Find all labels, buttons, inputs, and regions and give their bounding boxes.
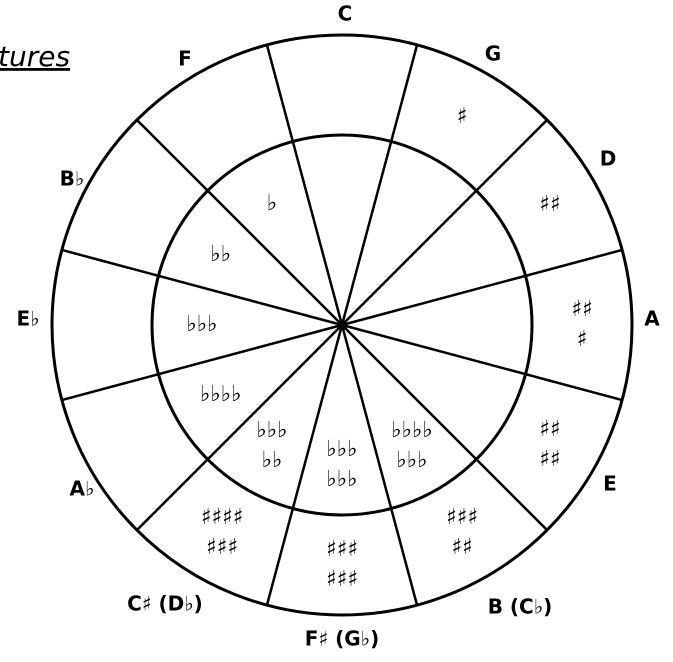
- divider: [341, 119, 548, 326]
- inner-accidentals: ♭♭♭: [186, 312, 217, 337]
- key-label: C♯ (D♭): [127, 592, 203, 616]
- outer-accidentals: ♯♯♯: [446, 505, 478, 530]
- center-dot: [337, 320, 347, 330]
- outer-accidentals: ♯♯♯: [326, 567, 358, 592]
- key-label: E: [603, 472, 617, 496]
- divider: [340, 324, 419, 606]
- key-label: G: [485, 42, 501, 66]
- outer-accidentals: ♯: [577, 327, 588, 352]
- outer-accidentals: ♯♯: [539, 192, 560, 217]
- outer-accidentals: ♯♯: [539, 417, 560, 442]
- inner-circle: [150, 133, 534, 517]
- inner-accidentals: ♭♭♭: [396, 448, 427, 473]
- inner-accidentals: ♭♭♭: [256, 418, 287, 443]
- inner-accidentals: ♭♭♭: [326, 437, 357, 462]
- key-label: B (C♭): [488, 595, 553, 619]
- divider: [136, 119, 343, 326]
- divider: [136, 324, 343, 531]
- key-label: A: [644, 307, 660, 331]
- key-label: C: [338, 2, 353, 26]
- inner-accidentals: ♭♭♭: [326, 467, 357, 492]
- inner-accidentals: ♭♭♭♭: [391, 418, 433, 443]
- key-label: A♭: [70, 477, 95, 501]
- divider: [61, 323, 343, 402]
- key-label: D: [600, 147, 617, 171]
- divider: [61, 248, 343, 327]
- outer-circle: [50, 33, 634, 617]
- outer-accidentals: ♯: [457, 104, 468, 129]
- outer-accidentals: ♯♯: [571, 297, 592, 322]
- outer-accidentals: ♯♯: [539, 447, 560, 472]
- divider: [341, 248, 623, 327]
- outer-accidentals: ♯♯♯: [326, 537, 358, 562]
- key-label: B♭: [60, 167, 85, 191]
- divider: [265, 44, 344, 326]
- dividers: [61, 44, 623, 606]
- divider: [341, 323, 623, 402]
- inner-accidentals: ♭: [267, 191, 277, 216]
- outer-accidentals: ♯♯♯♯: [201, 505, 244, 530]
- divider: [341, 324, 548, 531]
- inner-accidentals: ♭♭: [210, 242, 231, 267]
- key-label: F♯ (G♭): [305, 627, 379, 651]
- key-label: E♭: [16, 307, 39, 331]
- key-label: F: [178, 47, 192, 71]
- outer-accidentals: ♯♯♯: [206, 535, 238, 560]
- outer-accidentals: ♯♯: [451, 535, 472, 560]
- inner-accidentals: ♭♭♭♭: [200, 382, 242, 407]
- title: tures: [0, 40, 70, 73]
- divider: [265, 324, 344, 606]
- divider: [340, 44, 419, 326]
- inner-accidentals: ♭♭: [262, 448, 283, 473]
